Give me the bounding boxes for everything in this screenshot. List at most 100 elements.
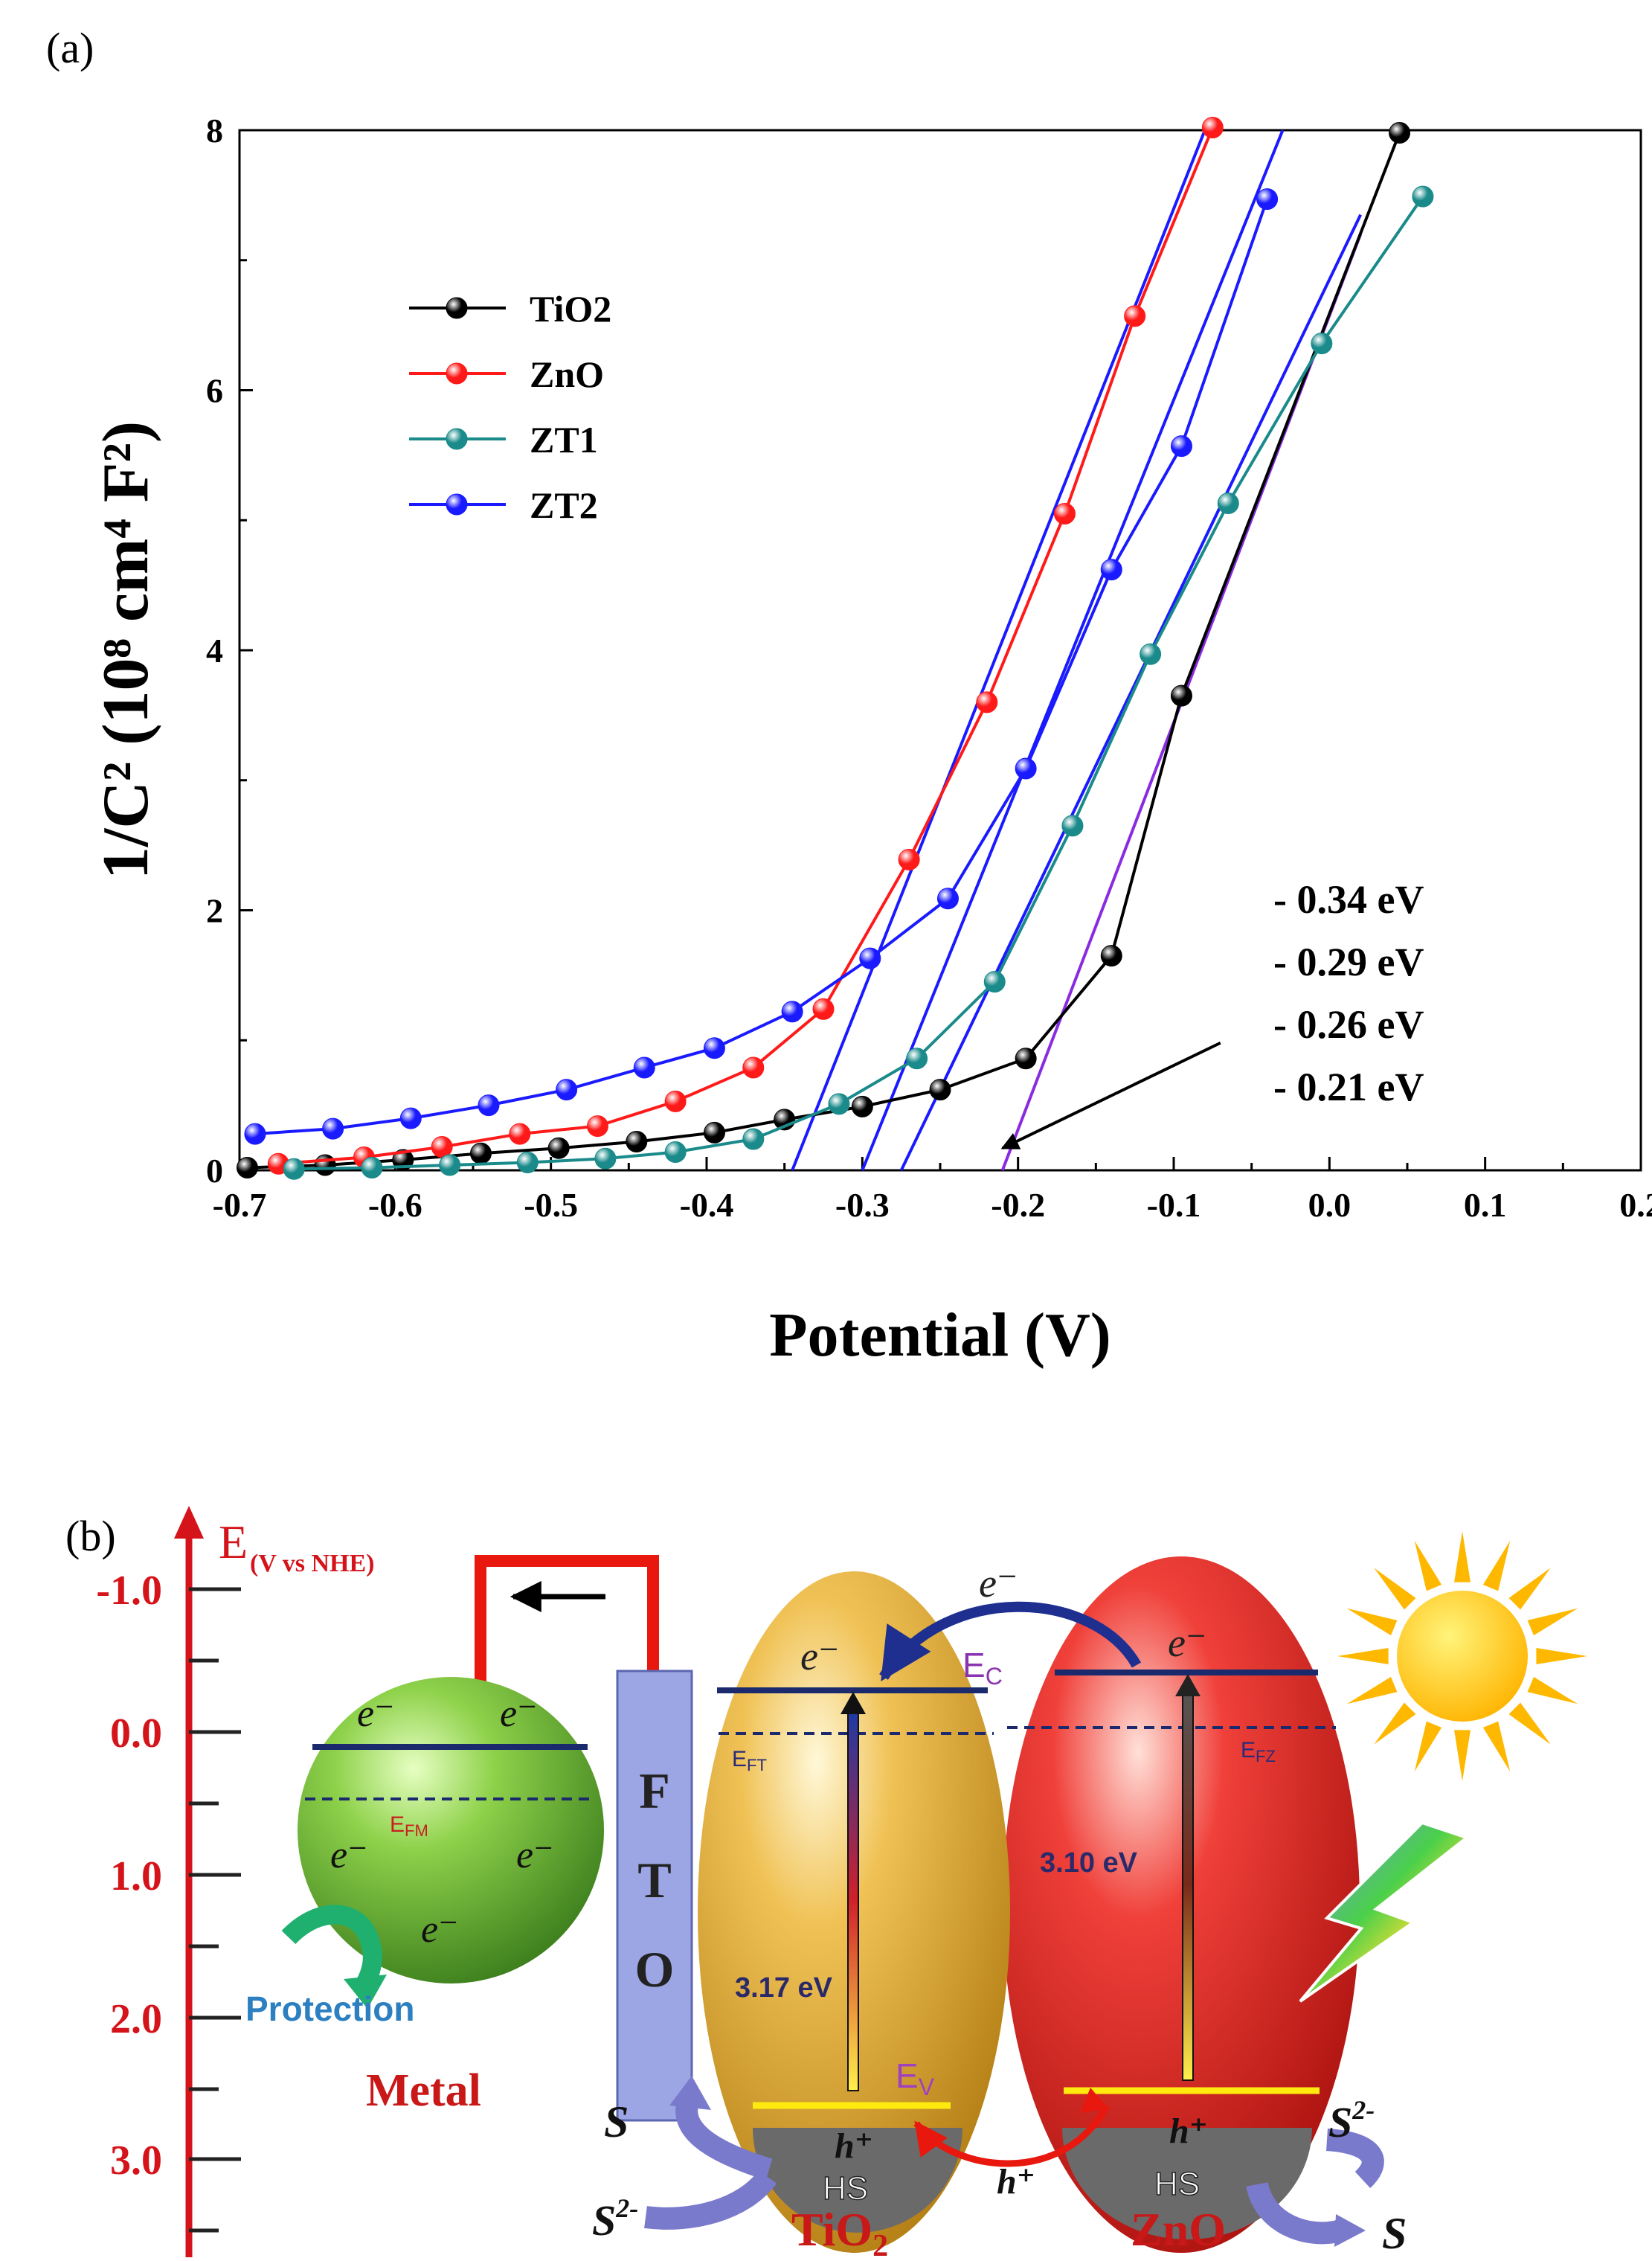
- tio2-hs-cap: [753, 2128, 962, 2233]
- data-point: [781, 1001, 803, 1023]
- tio2-electron: e⁻: [800, 1634, 839, 1678]
- fit-line: [791, 129, 1206, 1171]
- sun-ray: [1414, 1721, 1442, 1772]
- data-point: [244, 1123, 266, 1145]
- transfer-wire: [475, 1555, 659, 1681]
- sun-ray: [1527, 1608, 1578, 1636]
- sun-ray: [1374, 1568, 1416, 1610]
- x-tick-label: 0.0: [1308, 1186, 1352, 1224]
- data-point: [478, 1094, 500, 1117]
- panel-b-label: (b): [65, 1512, 116, 1560]
- axis-tick-label: -1.0: [96, 1568, 162, 1614]
- metal-electron: e⁻: [330, 1834, 368, 1876]
- data-point: [851, 1095, 873, 1117]
- protection-arrow: [281, 1905, 387, 2009]
- data-point: [859, 947, 881, 969]
- sun-ray: [1454, 1730, 1471, 1781]
- panel-a-label: (a): [46, 24, 94, 72]
- sulfide-arrow-tio2: [644, 2076, 777, 2230]
- data-point: [1389, 121, 1411, 144]
- data-point: [976, 691, 998, 713]
- annotation-4: - 0.21 eV: [1273, 1065, 1424, 1109]
- data-point: [586, 1115, 608, 1138]
- data-point: [1311, 333, 1333, 355]
- data-point: [509, 1123, 531, 1145]
- onset-arrow: [1000, 1041, 1221, 1150]
- x-tick-label: -0.5: [524, 1186, 578, 1224]
- legend-label: ZT1: [530, 419, 598, 461]
- data-point: [1256, 188, 1279, 211]
- plot-frame: [238, 129, 1642, 1172]
- y-tick-label: 6: [206, 372, 223, 410]
- x-tick-label: -0.7: [213, 1186, 267, 1224]
- annotation-2: - 0.29 eV: [1273, 940, 1424, 984]
- arrow-line: [1000, 1041, 1221, 1150]
- data-point: [983, 971, 1006, 993]
- zno-hs-label: HS: [1154, 2166, 1200, 2202]
- sun-ray: [1536, 1648, 1587, 1664]
- tio2-label: TiO2: [791, 2203, 888, 2261]
- data-point: [929, 1079, 951, 1101]
- sun-ray: [1482, 1721, 1511, 1772]
- sun-ray: [1508, 1702, 1551, 1745]
- tio2-hole: h⁺: [835, 2126, 873, 2166]
- axis-ticks: -0.7 -0.6 -0.5 -0.4 -0.3 -0.2 -0.1 0.0 0.1 0.2 0 2 4…: [206, 112, 1652, 1224]
- legend-marker: [446, 297, 468, 319]
- legend-label: TiO2: [530, 288, 611, 330]
- data-point: [936, 888, 959, 910]
- data-point: [547, 1137, 570, 1159]
- x-tick-label: -0.2: [991, 1186, 1045, 1224]
- zno-s-label: S: [1382, 2209, 1407, 2258]
- sun-ray: [1508, 1568, 1551, 1610]
- eft-label: EFT: [732, 1747, 767, 1774]
- y-axis-label: 1/C² (10⁸ cm⁴ F²): [90, 421, 162, 879]
- annotation-3: - 0.26 eV: [1273, 1002, 1424, 1047]
- sun-ray: [1414, 1540, 1442, 1591]
- tio2-gap-label: 3.17 eV: [735, 1972, 833, 2004]
- chart-area: -0.7 -0.6 -0.5 -0.4 -0.3 -0.2 -0.1 0.0 0.1 0.2 0 2 4…: [206, 112, 1652, 1224]
- annotation-1: - 0.34 eV: [1273, 877, 1424, 922]
- ec-label: EC: [962, 1646, 1003, 1690]
- metal-electron: e⁻: [421, 1908, 459, 1951]
- data-point: [906, 1048, 928, 1070]
- metal-electron: e⁻: [516, 1834, 554, 1876]
- data-point: [1100, 559, 1122, 581]
- efz-label: EFZ: [1241, 1738, 1276, 1765]
- fto-electrode: [616, 1670, 693, 2122]
- onset-annotations: - 0.34 eV - 0.29 eV - 0.26 eV - 0.21 eV: [1273, 877, 1424, 1109]
- series-line: [254, 198, 1269, 1136]
- data-point: [1061, 815, 1084, 837]
- data-point: [431, 1136, 453, 1158]
- data-point: [1015, 1048, 1037, 1070]
- legend-marker: [446, 428, 468, 450]
- data-point: [1140, 643, 1162, 665]
- data-point: [664, 1141, 687, 1164]
- data-point: [283, 1158, 305, 1180]
- data-point: [626, 1131, 648, 1153]
- data-point: [828, 1093, 850, 1115]
- zno-label: ZnO: [1131, 2203, 1226, 2256]
- x-tick-label: -0.1: [1147, 1186, 1201, 1224]
- x-axis-label: Potential (V): [769, 1301, 1111, 1370]
- transfer-electron: e⁻: [979, 1561, 1018, 1606]
- data-point: [812, 998, 835, 1020]
- data-point: [556, 1079, 578, 1101]
- protection-label: Protection: [245, 1989, 414, 2028]
- axis-tick-label: 3.0: [110, 2137, 162, 2184]
- x-tick-label: -0.4: [680, 1186, 734, 1224]
- fit-line: [861, 129, 1285, 1171]
- data-point: [469, 1142, 492, 1164]
- ev-label: EV: [896, 2056, 935, 2100]
- sun-icon: [1337, 1531, 1587, 1781]
- zno-hs-cap: [1062, 2128, 1312, 2239]
- series-line: [247, 132, 1401, 1170]
- zno-ellipse: [1003, 1556, 1360, 2253]
- sun-ray: [1346, 1676, 1398, 1704]
- zno-hole: h⁺: [1169, 2111, 1208, 2151]
- y-tick-label: 4: [206, 632, 223, 670]
- fto-letter: O: [635, 1941, 675, 1998]
- sun-ray: [1374, 1702, 1416, 1745]
- data-point: [1100, 945, 1122, 967]
- fit-line: [899, 214, 1363, 1171]
